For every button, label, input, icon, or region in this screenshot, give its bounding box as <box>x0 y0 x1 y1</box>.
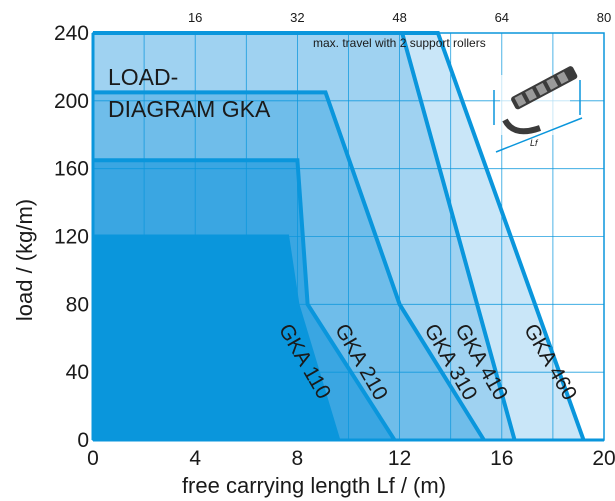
x-tick-label: 20 <box>592 447 615 470</box>
x-axis-label: free carrying length Lf / (m) <box>182 473 446 498</box>
top-tick-label: 32 <box>290 10 304 25</box>
series-line-gka-110 <box>93 234 341 441</box>
top-tick-label: 48 <box>392 10 406 25</box>
x-tick-label: 16 <box>490 447 513 470</box>
chart-title-line-2: DIAGRAM GKA <box>108 96 271 122</box>
area-gka-110 <box>93 236 339 440</box>
series-line-gka-310 <box>93 90 486 442</box>
top-tick-label: 16 <box>188 10 202 25</box>
top-tick-label: 80 <box>597 10 611 25</box>
chart-title-line-1: LOAD- <box>108 64 178 90</box>
series-line-gka-460 <box>93 31 586 441</box>
x-tick-label: 12 <box>388 447 411 470</box>
chain-photo-inset: Lf <box>493 66 583 153</box>
x-tick-label: 0 <box>87 447 99 470</box>
line-layer <box>93 31 586 442</box>
y-tick-label: 240 <box>54 22 89 45</box>
y-axis-label: load / (kg/m) <box>12 199 37 321</box>
y-tick-label: 0 <box>77 429 89 452</box>
x-tick-label: 4 <box>189 447 201 470</box>
y-tick-label: 40 <box>66 361 89 384</box>
inset-lf-label: Lf <box>530 138 539 148</box>
x-tick-label: 8 <box>292 447 304 470</box>
top-tick-label: 64 <box>495 10 509 25</box>
y-tick-label: 80 <box>66 293 89 316</box>
y-tick-label: 200 <box>54 90 89 113</box>
annotation: max. travel with 2 support rollers <box>313 36 486 50</box>
y-tick-label: 120 <box>54 226 89 249</box>
series-line-gka-210 <box>93 158 397 442</box>
y-tick-label: 160 <box>54 158 89 181</box>
